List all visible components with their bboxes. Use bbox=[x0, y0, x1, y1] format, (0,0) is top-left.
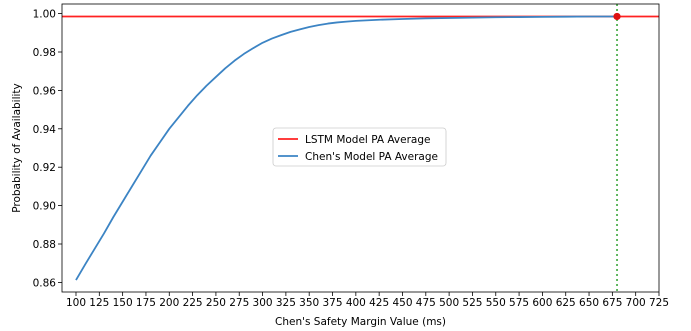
x-tick-label: 650 bbox=[579, 297, 599, 309]
y-tick-label: 0.92 bbox=[33, 162, 56, 174]
x-tick-label: 400 bbox=[346, 297, 366, 309]
legend: LSTM Model PA Average Chen's Model PA Ave… bbox=[272, 127, 447, 167]
x-tick-label: 200 bbox=[159, 297, 179, 309]
x-tick-label: 175 bbox=[136, 297, 156, 309]
y-tick-label: 0.90 bbox=[33, 201, 56, 213]
x-tick-label: 450 bbox=[392, 297, 412, 309]
x-tick-label: 225 bbox=[183, 297, 203, 309]
x-tick-label: 275 bbox=[229, 297, 249, 309]
x-tick-label: 625 bbox=[556, 297, 576, 309]
axes: 100 125 150 175 200 225 250 275 300 325 350 375 400 4… bbox=[33, 3, 669, 309]
x-tick-label: 425 bbox=[369, 297, 389, 309]
x-tick-label: 700 bbox=[626, 297, 646, 309]
axes-frame bbox=[61, 3, 660, 293]
x-tick-label: 250 bbox=[206, 297, 226, 309]
x-tick-label: 150 bbox=[113, 297, 133, 309]
y-tick-label: 0.96 bbox=[33, 85, 57, 97]
plot-area bbox=[62, 4, 659, 292]
x-tick-label: 525 bbox=[462, 297, 482, 309]
y-tick-label: 1.00 bbox=[33, 9, 56, 21]
x-tick-label: 325 bbox=[276, 297, 296, 309]
x-tick-label: 575 bbox=[509, 297, 529, 309]
x-tick-label: 675 bbox=[602, 297, 622, 309]
x-tick-label: 550 bbox=[486, 297, 506, 309]
marker-point bbox=[613, 12, 621, 21]
x-tick-label: 100 bbox=[66, 297, 86, 309]
legend-label: Chen's Model PA Average bbox=[305, 151, 438, 163]
x-tick-label: 375 bbox=[322, 297, 342, 309]
x-axis-label: Chen's Safety Margin Value (ms) bbox=[275, 316, 446, 328]
legend-label: LSTM Model PA Average bbox=[305, 134, 431, 146]
y-tick-label: 0.86 bbox=[33, 277, 57, 289]
series-line-chen bbox=[75, 15, 618, 281]
x-tick-label: 350 bbox=[299, 297, 319, 309]
y-tick-label: 0.94 bbox=[33, 124, 57, 136]
x-tick-label: 500 bbox=[439, 297, 459, 309]
x-tick-label: 475 bbox=[416, 297, 436, 309]
y-axis-label: Probability of Availability bbox=[11, 83, 23, 213]
x-tick-label: 125 bbox=[89, 297, 109, 309]
x-tick-label: 725 bbox=[649, 297, 669, 309]
y-tick-label: 0.88 bbox=[33, 239, 56, 251]
x-tick-label: 300 bbox=[253, 297, 273, 309]
x-tick-label: 600 bbox=[532, 297, 552, 309]
y-tick-label: 0.98 bbox=[33, 47, 56, 59]
legend-box bbox=[272, 127, 447, 167]
